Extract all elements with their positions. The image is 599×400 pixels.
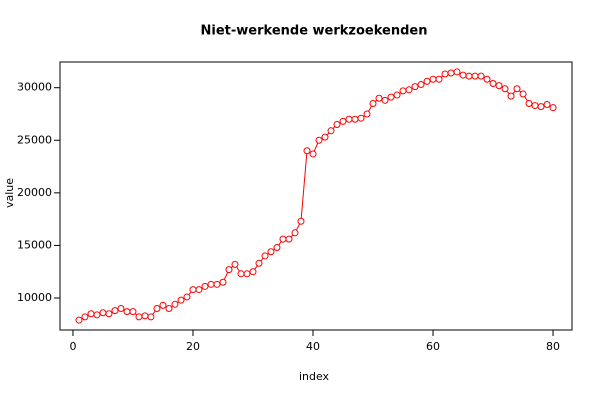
data-point <box>237 270 245 278</box>
data-point <box>417 81 425 89</box>
data-point <box>519 90 527 98</box>
data-point <box>123 308 131 316</box>
data-point <box>243 270 251 278</box>
data-point <box>501 85 509 93</box>
data-point <box>327 127 335 135</box>
x-tick-label: 60 <box>426 340 440 353</box>
data-point <box>549 104 557 112</box>
data-point <box>345 115 353 123</box>
data-point <box>111 307 119 315</box>
x-tick-label: 20 <box>186 340 200 353</box>
data-point <box>201 282 209 290</box>
data-point <box>525 99 533 107</box>
data-point <box>225 266 233 274</box>
data-point <box>393 91 401 99</box>
data-point <box>429 75 437 83</box>
data-point <box>105 310 113 318</box>
data-point <box>219 278 227 286</box>
data-point <box>189 286 197 294</box>
data-point <box>459 71 467 79</box>
data-point <box>513 85 521 93</box>
chart-title: Niet-werkende werkzoekenden <box>201 24 428 39</box>
data-point <box>117 305 125 313</box>
data-point <box>399 87 407 95</box>
data-point <box>411 83 419 91</box>
data-point <box>231 260 239 268</box>
data-point <box>213 280 221 288</box>
data-point <box>195 286 203 294</box>
data-point <box>147 313 155 321</box>
data-point <box>375 94 383 102</box>
data-point <box>369 99 377 107</box>
y-axis-label: value <box>3 178 16 208</box>
data-point <box>495 82 503 90</box>
data-point <box>381 96 389 104</box>
data-point <box>285 235 293 243</box>
data-point <box>465 72 473 80</box>
data-point <box>273 244 281 252</box>
data-point <box>309 150 317 158</box>
data-point <box>333 120 341 128</box>
data-point <box>471 72 479 80</box>
data-point <box>129 308 137 316</box>
data-point <box>255 259 263 267</box>
data-point <box>423 77 431 85</box>
data-point <box>171 300 179 308</box>
data-point <box>357 114 365 122</box>
x-tick-label: 40 <box>306 340 320 353</box>
data-point <box>81 313 89 321</box>
data-point <box>315 136 323 144</box>
plot-box <box>59 61 573 331</box>
data-point <box>435 75 443 83</box>
data-point <box>489 79 497 87</box>
data-point <box>447 69 455 77</box>
data-point <box>267 248 275 256</box>
data-point <box>387 93 395 101</box>
data-point <box>543 101 551 109</box>
data-point <box>141 312 149 320</box>
y-tick-label: 10000 <box>17 291 52 304</box>
data-point <box>279 235 287 243</box>
data-point <box>165 305 173 313</box>
data-point <box>153 305 161 313</box>
data-point <box>291 229 299 237</box>
data-point <box>207 280 215 288</box>
x-tick-label: 0 <box>69 340 76 353</box>
data-point <box>441 70 449 78</box>
data-point <box>159 301 167 309</box>
y-tick-label: 20000 <box>17 186 52 199</box>
data-point <box>135 313 143 321</box>
x-tick-label: 80 <box>546 340 560 353</box>
data-point <box>363 110 371 118</box>
data-point <box>183 293 191 301</box>
data-point <box>75 316 83 324</box>
data-point <box>477 72 485 80</box>
data-point <box>339 117 347 125</box>
data-point <box>261 252 269 260</box>
data-point <box>87 310 95 318</box>
data-point <box>537 103 545 111</box>
data-point <box>405 86 413 94</box>
y-tick-label: 30000 <box>17 81 52 94</box>
data-point <box>99 309 107 317</box>
data-point <box>177 296 185 304</box>
data-point <box>351 115 359 123</box>
data-point <box>507 92 515 100</box>
data-point <box>249 268 257 276</box>
data-point <box>453 68 461 76</box>
y-tick-label: 15000 <box>17 238 52 251</box>
data-point <box>93 311 101 319</box>
data-point <box>531 102 539 110</box>
x-axis-label: index <box>299 370 330 383</box>
data-point <box>321 133 329 141</box>
data-point <box>297 217 305 225</box>
data-point <box>303 147 311 155</box>
y-tick-label: 25000 <box>17 133 52 146</box>
data-point <box>483 75 491 83</box>
